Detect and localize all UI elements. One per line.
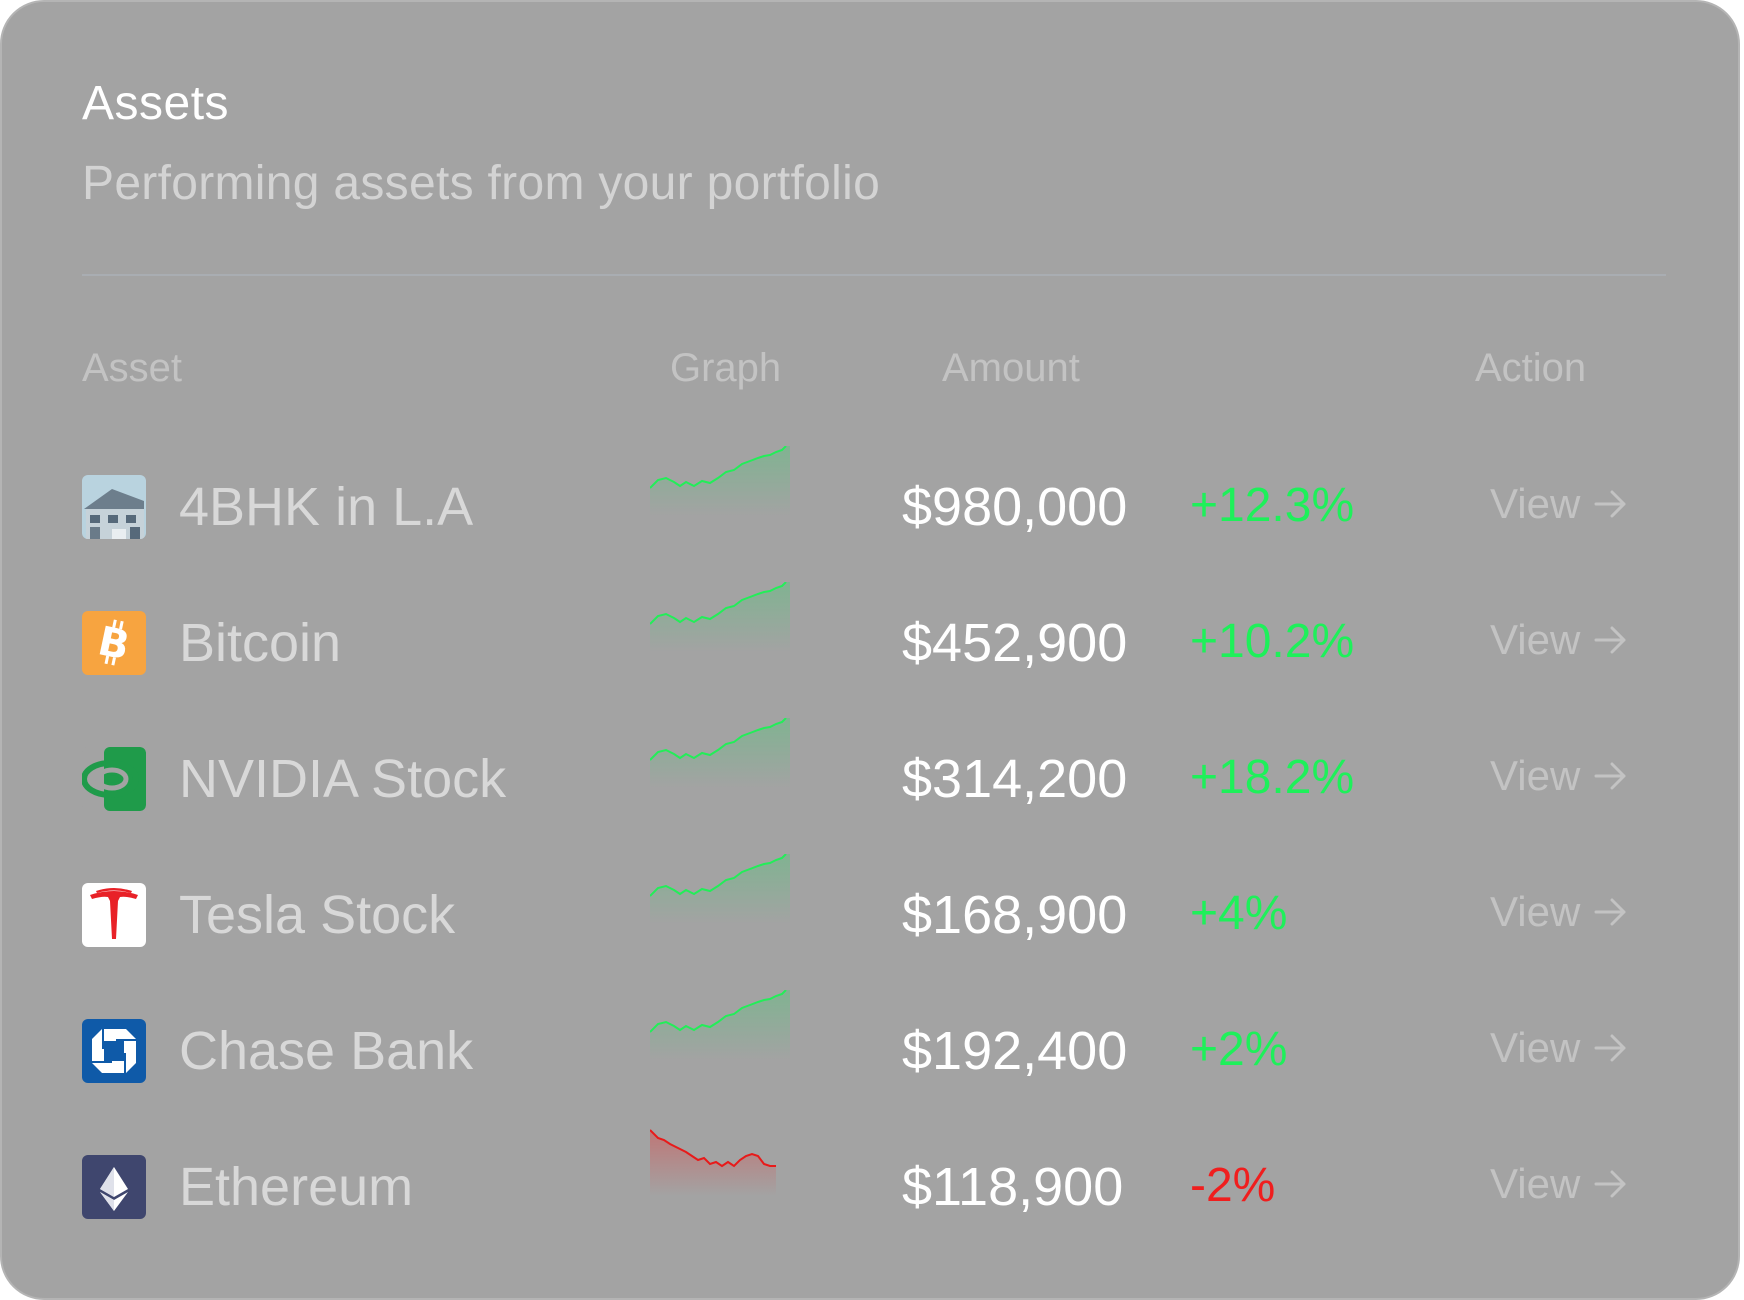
asset-name: Ethereum xyxy=(179,1157,414,1217)
column-header-graph: Graph xyxy=(670,346,782,390)
arrow-right-icon xyxy=(1594,1170,1626,1198)
view-label: View xyxy=(1490,616,1581,663)
asset-change: +2% xyxy=(1190,1023,1288,1076)
column-header-amount: Amount xyxy=(942,346,1080,390)
asset-name: NVIDIA Stock xyxy=(179,749,507,809)
arrow-right-icon xyxy=(1594,490,1626,518)
arrow-right-icon xyxy=(1594,626,1626,654)
view-label: View xyxy=(1490,480,1581,527)
chase-icon xyxy=(82,1019,146,1083)
asset-amount: $192,400 xyxy=(902,1021,1128,1081)
asset-change: +4% xyxy=(1190,887,1288,940)
view-button[interactable]: View xyxy=(1490,1024,1628,1072)
asset-amount: $980,000 xyxy=(902,477,1128,537)
asset-change: +18.2% xyxy=(1190,751,1355,804)
asset-amount: $168,900 xyxy=(902,885,1128,945)
sparkline-graph xyxy=(650,990,790,1060)
asset-amount: $314,200 xyxy=(902,749,1128,809)
sparkline-graph xyxy=(650,446,790,516)
table-row: Ethereum $118,900 -2% View xyxy=(2,1122,1742,1242)
table-row: NVIDIA Stock $314,200 +18.2% View xyxy=(2,714,1742,834)
asset-change: -2% xyxy=(1190,1159,1276,1212)
sparkline-graph xyxy=(650,582,790,652)
view-button[interactable]: View xyxy=(1490,616,1628,664)
arrow-right-icon xyxy=(1594,762,1626,790)
view-button[interactable]: View xyxy=(1490,888,1628,936)
sparkline-graph xyxy=(650,854,790,924)
view-label: View xyxy=(1490,1024,1581,1071)
ethereum-icon xyxy=(82,1155,146,1219)
asset-name: 4BHK in L.A xyxy=(179,477,474,537)
table-row: B Bitcoin $452,900 +10.2% View xyxy=(2,578,1742,698)
asset-change: +10.2% xyxy=(1190,615,1355,668)
view-label: View xyxy=(1490,752,1581,799)
card-title: Assets xyxy=(82,77,230,130)
view-label: View xyxy=(1490,1160,1581,1207)
view-button[interactable]: View xyxy=(1490,480,1628,528)
sparkline-graph xyxy=(650,1129,776,1196)
view-button[interactable]: View xyxy=(1490,752,1628,800)
asset-name: Chase Bank xyxy=(179,1021,474,1081)
bitcoin-icon: B xyxy=(82,611,146,675)
view-button[interactable]: View xyxy=(1490,1160,1628,1208)
asset-name: Bitcoin xyxy=(179,613,342,673)
table-row: Chase Bank $192,400 +2% View xyxy=(2,986,1742,1106)
sparkline-graph xyxy=(650,718,790,788)
house-icon xyxy=(82,475,146,539)
header-divider xyxy=(82,274,1666,276)
asset-amount: $452,900 xyxy=(902,613,1128,673)
card-subtitle: Performing assets from your portfolio xyxy=(82,157,881,210)
tesla-icon xyxy=(82,883,146,947)
column-header-asset: Asset xyxy=(82,346,183,390)
table-row: Tesla Stock $168,900 +4% View xyxy=(2,850,1742,970)
asset-amount: $118,900 xyxy=(902,1157,1124,1217)
nvidia-icon xyxy=(82,747,146,811)
asset-change: +12.3% xyxy=(1190,479,1355,532)
view-label: View xyxy=(1490,888,1581,935)
table-row: 4BHK in L.A $980,000 +12.3% View xyxy=(2,442,1742,562)
arrow-right-icon xyxy=(1594,898,1626,926)
column-header-action: Action xyxy=(1475,346,1587,390)
asset-name: Tesla Stock xyxy=(179,885,456,945)
arrow-right-icon xyxy=(1594,1034,1626,1062)
